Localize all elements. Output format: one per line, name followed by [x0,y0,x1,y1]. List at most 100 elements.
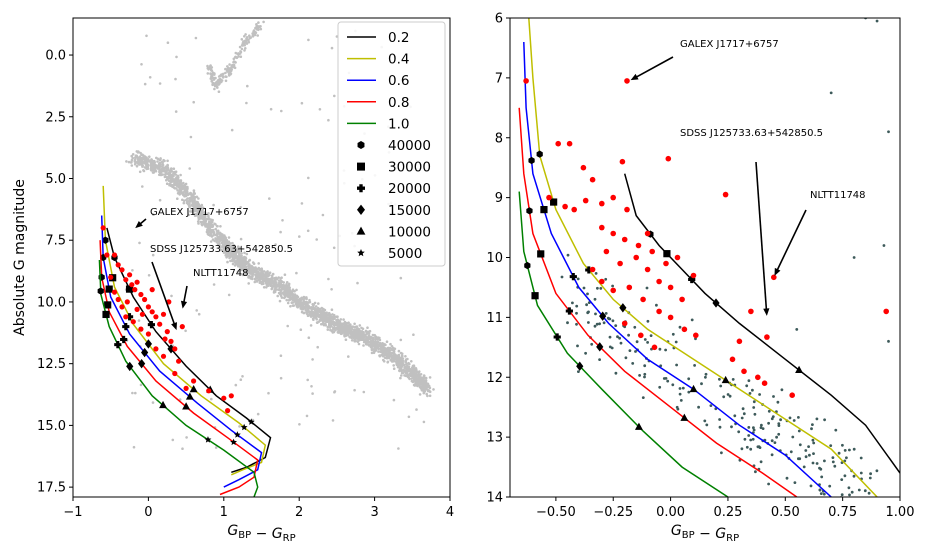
main-sequence-star [308,300,312,304]
field-star [212,283,216,286]
main-sequence-star [262,270,266,273]
legend-label: 1.0 [388,116,409,132]
main-sequence-star [270,282,273,285]
wd-candidate [115,262,121,268]
wd-candidate [160,311,167,317]
field-star [131,269,134,272]
main-sequence-star [280,296,284,299]
field-star [718,425,722,429]
field-star [575,322,578,326]
field-star [760,423,763,427]
main-sequence-star [338,330,342,334]
cooling-track-1.0 [98,259,259,497]
main-sequence-star [410,360,413,363]
main-sequence-star [397,364,401,367]
field-star [238,425,241,428]
main-sequence-star [150,158,153,161]
main-sequence-star [188,205,191,209]
field-star [752,400,756,404]
main-sequence-star [187,213,190,217]
x-ticks: −0.50 −0.25 0.00 0.25 0.50 0.75 1.00 [536,497,914,520]
wd-candidate [644,230,651,237]
main-sequence-star [142,157,146,161]
main-sequence-star [284,285,288,288]
main-sequence-star [428,390,432,394]
main-sequence-star [318,314,321,318]
field-star [863,489,867,493]
wd-candidate [610,194,616,201]
field-star [664,348,667,352]
field-star [869,472,872,476]
wd-candidate [111,289,118,295]
field-star [819,467,823,471]
wd-candidate [162,336,168,342]
main-sequence-star [206,213,210,216]
annotation-arrowhead [135,220,143,229]
field-star [247,282,250,285]
track-marker-diamond [596,342,604,352]
main-sequence-star [427,385,431,388]
main-sequence-star [139,159,142,162]
main-sequence-star [247,270,250,273]
legend-label: 40000 [388,138,431,154]
main-sequence-star [362,334,366,337]
giant-branch-star [211,81,215,85]
field-star [777,424,781,427]
main-sequence-star [223,234,226,237]
field-star [174,110,178,113]
field-star [256,412,260,416]
giant-branch-star [238,52,242,55]
track-marker-triangle [680,413,689,421]
main-sequence-star [379,350,382,353]
field-star [671,332,675,336]
y-tick-label: 10.0 [37,295,66,310]
main-sequence-star [375,346,379,350]
track-marker-diamond [576,361,584,371]
field-star [594,312,597,316]
main-sequence-star [387,352,391,356]
track-marker-plus [147,321,156,329]
field-star [758,393,761,396]
giant-branch-star [257,21,260,24]
field-star [586,292,589,296]
wd-candidate [690,272,697,279]
main-sequence-star [234,262,238,265]
field-star [852,447,856,451]
wd-candidate [164,329,170,335]
main-sequence-star [265,286,268,289]
main-sequence-star [196,208,200,211]
y-tick-label: 10 [486,251,503,266]
field-star [704,372,708,376]
field-star [627,333,630,337]
main-sequence-star [356,340,360,344]
main-sequence-star [214,223,217,226]
track-marker-hexagon [97,287,104,295]
field-star [279,376,283,380]
wd-candidate [115,296,121,303]
main-sequence-star [357,333,360,336]
field-star [619,341,623,345]
wd-candidate [100,225,106,231]
main-sequence-star [404,355,407,358]
field-star [279,354,283,358]
main-sequence-star [289,305,292,308]
main-sequence-star [233,245,236,249]
field-star [704,375,707,379]
main-sequence-star [223,242,227,245]
field-star [283,273,287,277]
main-sequence-star [357,327,361,331]
wd-candidate [153,346,159,352]
giant-branch-star [206,72,210,75]
wd-candidate [138,326,144,332]
giant-branch-star [239,55,243,58]
track-marker-triangle [185,392,194,400]
main-sequence-star [425,386,429,389]
track-marker-triangle [689,384,698,393]
track-marker-triangle [159,400,167,409]
main-sequence-star [425,383,429,387]
main-sequence-star [294,302,298,306]
wd-candidate [562,203,568,210]
main-sequence-star [206,217,210,221]
x-axis-label-part: G [227,523,238,539]
